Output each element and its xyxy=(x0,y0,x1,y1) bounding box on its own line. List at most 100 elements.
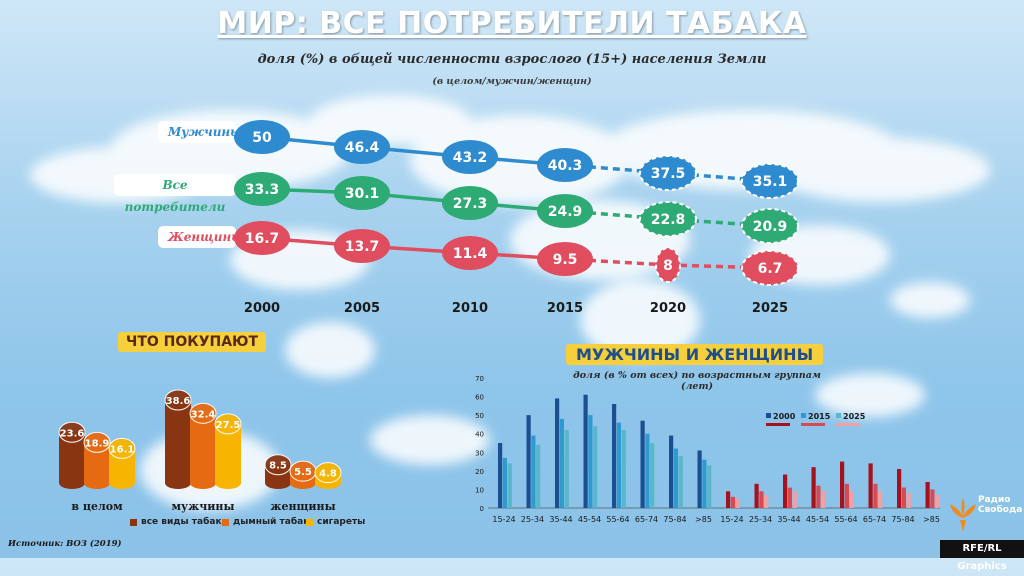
data-point xyxy=(234,120,290,154)
women-bar xyxy=(816,485,821,508)
data-point xyxy=(639,155,697,191)
cylinder-base xyxy=(165,477,191,489)
cylinder-cap xyxy=(83,431,111,453)
women-bar xyxy=(821,491,826,508)
women-bar xyxy=(930,489,935,508)
x-tick-label: 2010 xyxy=(452,301,488,316)
data-label: 37.5 xyxy=(651,166,686,182)
cylinder-cap xyxy=(108,437,136,459)
women-bar xyxy=(735,498,740,508)
women-bar xyxy=(726,491,731,508)
x-tick-label: 2015 xyxy=(547,301,583,316)
data-point xyxy=(741,163,799,199)
cylinder-cap xyxy=(189,402,217,424)
y-tick-label: 70 xyxy=(475,375,484,383)
cylinder-base xyxy=(265,477,291,489)
bar-value-label: 38.6 xyxy=(166,396,191,407)
men-bar xyxy=(593,426,598,508)
cylinder-base xyxy=(84,477,110,489)
men-bar xyxy=(669,435,674,508)
cylinder-cap xyxy=(264,454,292,476)
data-point xyxy=(334,229,390,263)
legend-swatch xyxy=(222,518,229,526)
men-age-label: 25-34 xyxy=(521,515,544,524)
men-bar xyxy=(498,443,503,508)
data-label: 24.9 xyxy=(548,204,583,220)
women-bar xyxy=(868,463,873,508)
y-tick-label: 10 xyxy=(475,486,484,494)
y-tick-label: 60 xyxy=(475,394,484,402)
men-bar xyxy=(621,430,626,508)
data-label: 35.1 xyxy=(753,174,788,190)
legend-label: все виды табака xyxy=(141,517,228,527)
data-point xyxy=(537,194,593,228)
age-legend-swatch xyxy=(766,413,771,418)
cylinder-body xyxy=(165,400,191,483)
women-bar xyxy=(787,487,792,508)
men-age-label: 55-64 xyxy=(606,515,629,524)
legend-swatch xyxy=(130,518,137,526)
line-chart: 50 46.4 43.2 40.3 37.5 35.1 33.3 30.1 27.3 24.9 22… xyxy=(234,120,799,316)
data-point xyxy=(537,148,593,182)
cylinder-base xyxy=(215,477,241,489)
cylinder-base xyxy=(190,477,216,489)
women-age-label: 15-24 xyxy=(720,515,743,524)
women-bar xyxy=(901,487,906,508)
y-tick-label: 30 xyxy=(475,449,484,457)
women-bar xyxy=(925,482,930,508)
age-legend-label: 2000 xyxy=(773,412,796,421)
cylinder-cap xyxy=(314,462,342,484)
legend-cigarettes: сигареты xyxy=(306,517,365,527)
age-legend-swatch xyxy=(836,413,841,418)
data-point xyxy=(537,242,593,276)
category-label: мужчины xyxy=(172,500,235,513)
men-age-label: >85 xyxy=(695,515,712,524)
legend-label: сигареты xyxy=(317,517,366,527)
men-bar xyxy=(697,450,702,508)
men-bar xyxy=(616,422,621,508)
category-label: в целом xyxy=(71,500,123,513)
men-bar xyxy=(678,456,683,508)
age-bar-chart: 0 10 20 30 40 50 60 70 15-24 25-34 35-44 45-54 55-64… xyxy=(475,375,940,524)
women-age-label: 25-34 xyxy=(749,515,772,524)
women-bar xyxy=(878,491,883,508)
x-tick-label: 2000 xyxy=(244,301,280,316)
y-tick-label: 40 xyxy=(475,431,484,439)
data-point xyxy=(741,250,799,286)
data-label: 46.4 xyxy=(345,140,380,156)
men-bar xyxy=(650,443,655,508)
men-bar xyxy=(564,430,569,508)
category-label: женщины xyxy=(270,500,335,513)
data-label: 27.3 xyxy=(453,196,488,212)
bar-value-label: 32.4 xyxy=(191,409,216,420)
men-bar xyxy=(673,448,678,508)
men-age-label: 65-74 xyxy=(635,515,658,524)
y-tick-label: 50 xyxy=(475,412,484,420)
men-age-label: 15-24 xyxy=(492,515,515,524)
men-age-label: 35-44 xyxy=(549,515,572,524)
men-age-label: 45-54 xyxy=(578,515,601,524)
men-bar xyxy=(588,415,593,508)
logo-line-1: Радио xyxy=(978,495,1011,505)
y-tick-label: 20 xyxy=(475,468,484,476)
bar-value-label: 18.9 xyxy=(85,438,110,449)
women-bar xyxy=(844,483,849,508)
series-label-women: Женщины xyxy=(158,226,243,248)
women-bar xyxy=(783,474,788,508)
data-point xyxy=(741,208,799,244)
women-bar xyxy=(897,469,902,508)
age-legend-label: 2025 xyxy=(843,412,866,421)
data-point xyxy=(334,130,390,164)
men-bar xyxy=(645,433,650,508)
age-chart-subtitle: доля (в % от всех) по возрастным группам… xyxy=(573,370,821,392)
men-bar xyxy=(583,394,588,508)
data-label: 50 xyxy=(252,130,272,146)
men-age-label: 75-84 xyxy=(663,515,686,524)
bar-value-label: 4.8 xyxy=(319,469,337,480)
data-point xyxy=(639,201,697,237)
cylinder-chart: 23.618.916.1 в целом 38.632.427.5 мужчины 8.… xyxy=(58,389,342,513)
cylinder-cap xyxy=(164,389,192,411)
data-label: 43.2 xyxy=(453,150,488,166)
data-label: 16.7 xyxy=(245,231,280,247)
x-tick-label: 2005 xyxy=(344,301,380,316)
